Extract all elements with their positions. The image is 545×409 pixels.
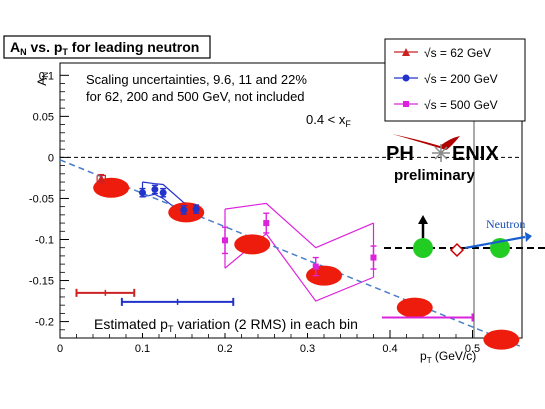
axis-ticks: 0 0.1 0.2 0.3 0.4 0.5 0.1 0.05 0 -0.05 -0.1 -0.15 -0… [29,70,506,355]
y-tick-label: -0.05 [29,193,54,205]
x-tick-label: 0.3 [300,343,315,355]
y-tick-label: -0.2 [35,317,54,329]
y-tick-label: 0.1 [39,70,54,82]
neutron-spin-diagram: Neutron [384,215,545,258]
pt-variation-label: Estimated pT variation (2 RMS) in each b… [94,316,358,334]
x-tick-label: 0.5 [465,343,480,355]
y-tick-label: -0.1 [35,234,54,246]
data-point-circle [139,189,146,197]
data-point-circle [192,205,200,213]
legend-entry-200: √s = 200 GeV [394,72,498,86]
data-point-square [222,237,228,244]
red-ellipse [396,297,433,318]
scaling-note-line1: Scaling uncertainties, 9.6, 11 and 22% [86,72,307,87]
x-tick-label: 0.2 [217,343,232,355]
chart-title: AN vs. pT for leading neutron [3,35,211,59]
data-point-circle [159,189,167,197]
legend-entry-62: √s = 62 GeV [394,46,491,60]
data-point-circle [180,206,188,214]
data-point-circle [151,185,159,193]
red-ellipse [306,265,342,286]
y-tick-label: -0.15 [29,276,54,288]
x-tick-label: 0 [57,343,63,355]
data-point-triangle [97,174,106,182]
x-axis-label: pT (GeV/c) [420,349,476,365]
neutron-label: Neutron [486,217,525,231]
theory-line [59,159,523,348]
data-points [97,173,377,277]
y-tick-label: 0.05 [33,111,54,123]
band-hi [224,202,374,249]
preliminary-label: preliminary [394,167,476,184]
y-tick-label: 0 [48,152,54,164]
legend-label-62: √s = 62 GeV [424,46,491,60]
svg-text:ENIX: ENIX [452,143,499,165]
legend-label-200: √s = 200 GeV [424,72,498,86]
xf-cut-label: 0.4 < xF [306,112,351,129]
phenix-logo: PH ENIX [386,134,499,165]
data-point-square [263,220,270,227]
x-tick-label: 0.4 [382,343,397,355]
data-point-square [370,254,377,261]
phenix-logo-star-icon [432,144,450,162]
legend-entry-500: √s = 500 GeV [394,98,498,112]
data-point-square [312,263,319,270]
x-tick-label: 0.1 [135,343,150,355]
band-hi [142,181,197,206]
svg-text:AN vs. pT for leading neutron: AN vs. pT for leading neutron [10,39,199,57]
scaling-note-line2: for 62, 200 and 500 GeV, not included [86,89,305,104]
legend: √s = 62 GeV √s = 200 GeV √s = 500 GeV [384,38,526,122]
pt-variation-box [90,313,382,333]
svg-text:PH: PH [386,143,414,165]
theory-curve [59,159,523,348]
legend-label-500: √s = 500 GeV [424,98,498,112]
red-ellipse [234,234,271,255]
red-ellipse [483,329,520,350]
